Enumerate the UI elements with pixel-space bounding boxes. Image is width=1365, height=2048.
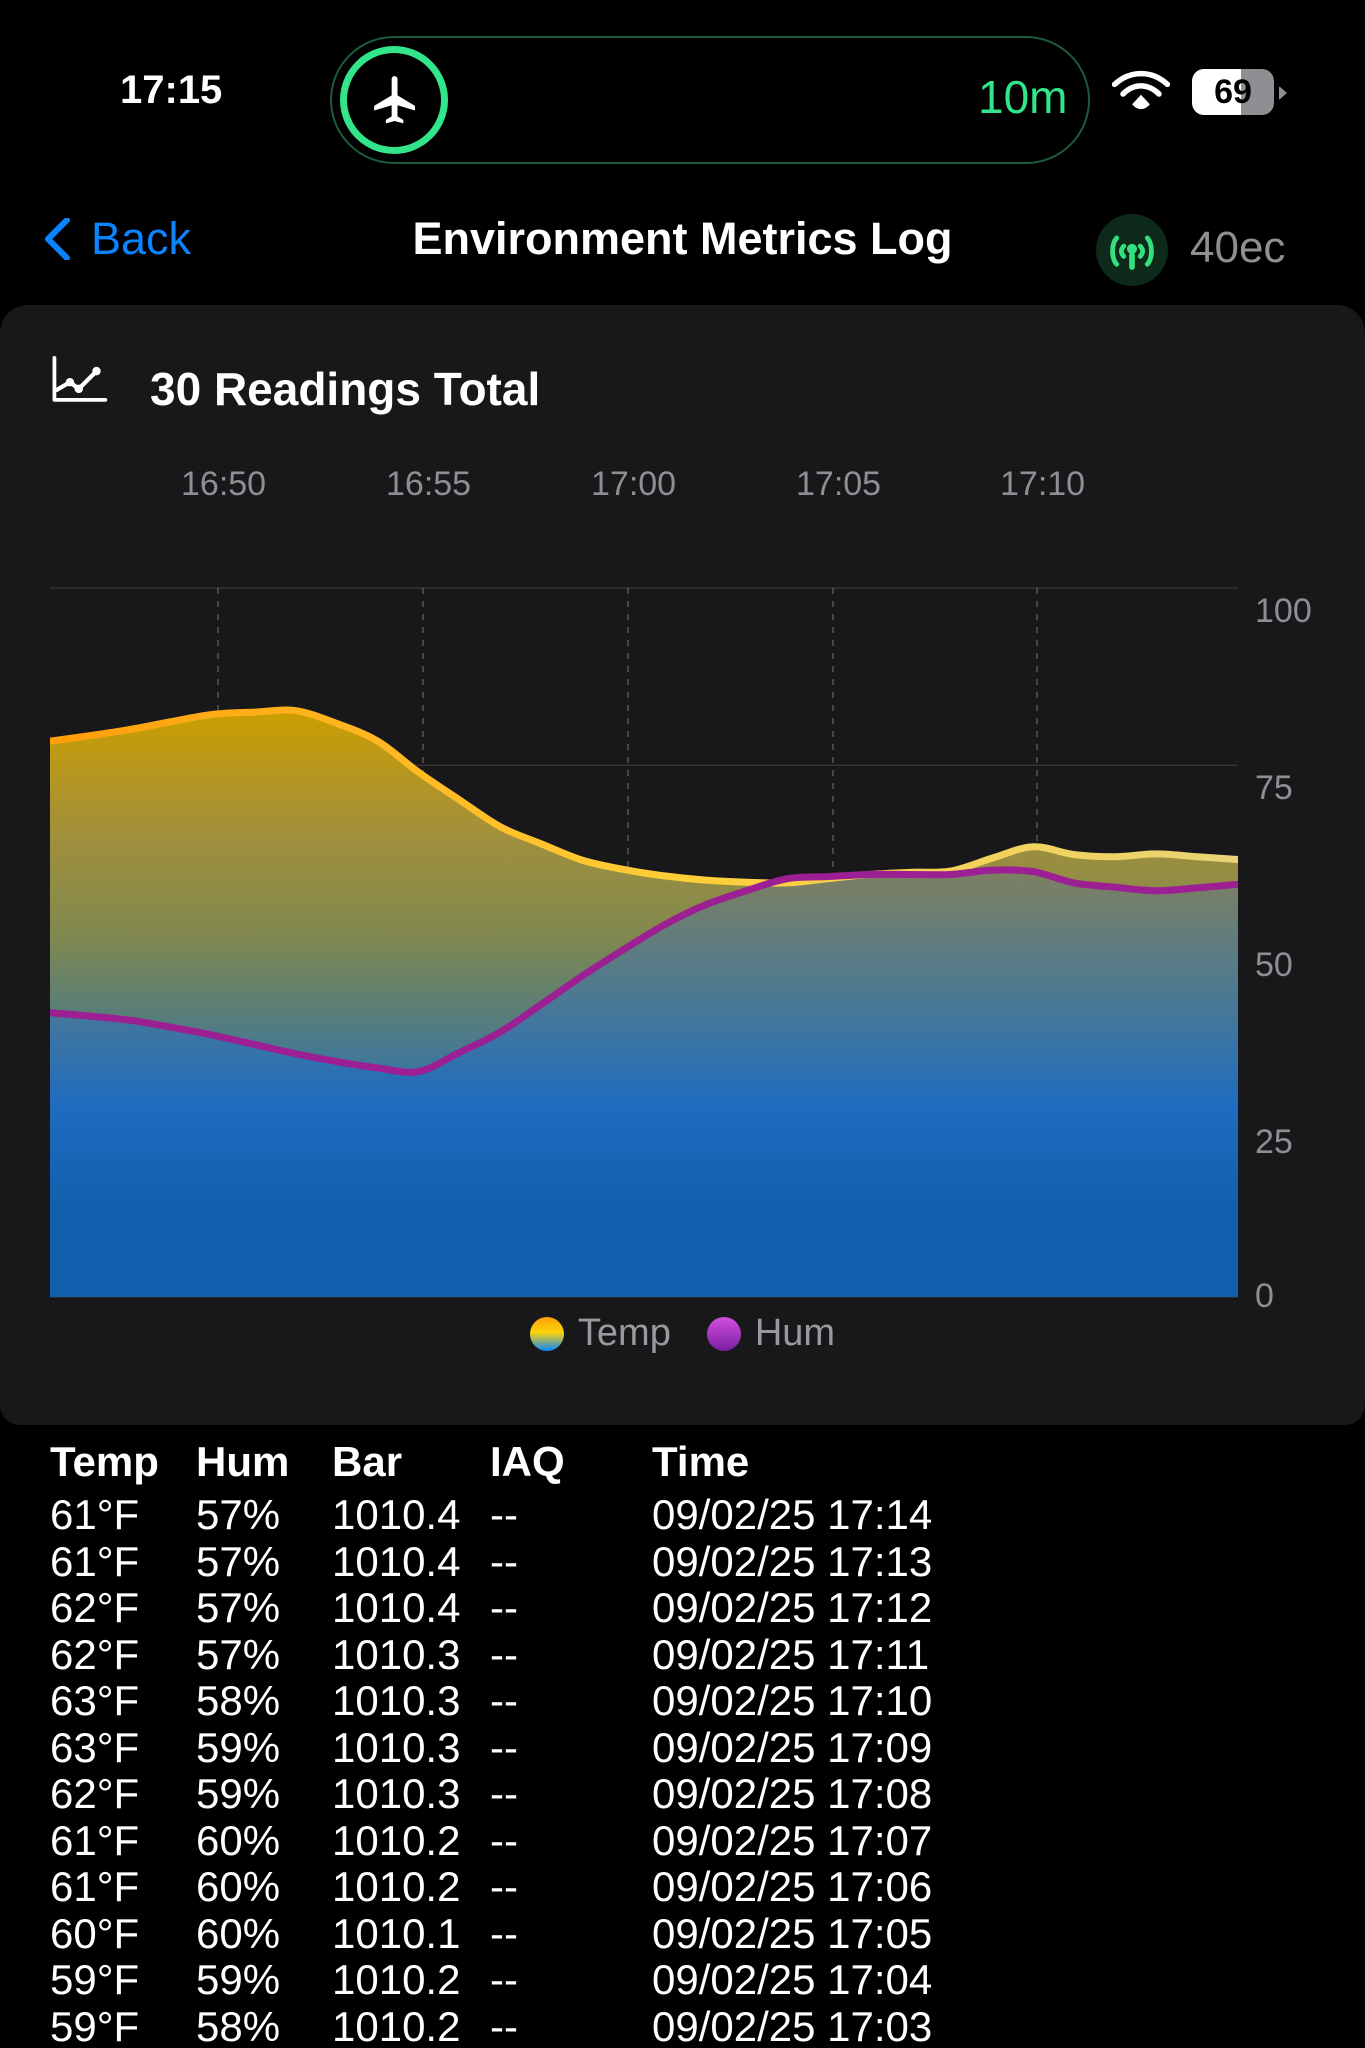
svg-text:25: 25: [1255, 1123, 1293, 1161]
svg-text:100: 100: [1255, 592, 1312, 630]
svg-text:0: 0: [1255, 1277, 1274, 1315]
svg-text:50: 50: [1255, 946, 1293, 984]
svg-text:75: 75: [1255, 769, 1293, 807]
